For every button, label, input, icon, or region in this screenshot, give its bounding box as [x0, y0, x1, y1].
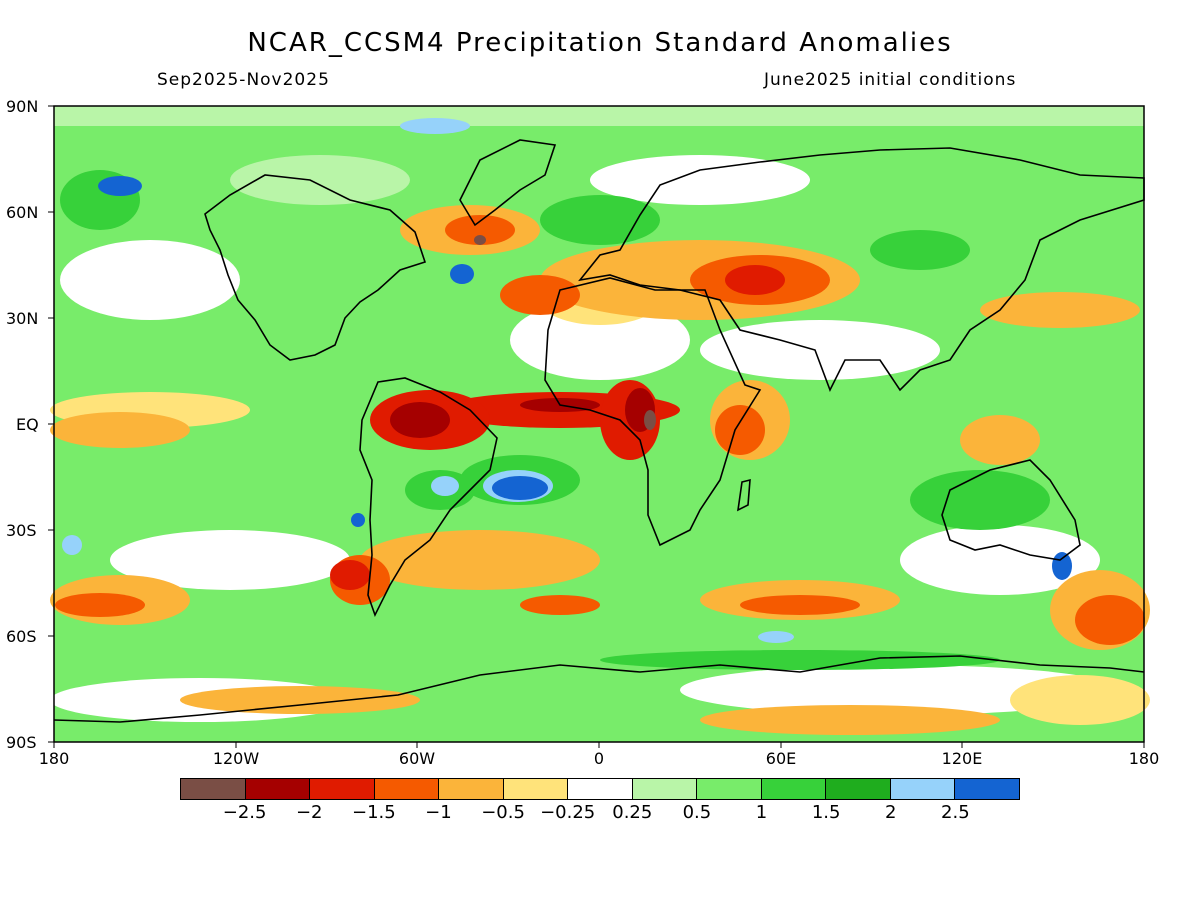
anomaly-fields: [50, 106, 1150, 735]
colorbar-label: 2.5: [941, 802, 970, 823]
lon-label-60e: 60E: [765, 749, 797, 768]
colorbar-label: −1.5: [351, 802, 396, 823]
lon-label-0: 0: [593, 749, 605, 768]
colorbar-swatch: [374, 779, 440, 799]
colorbar-label: −0.5: [481, 802, 525, 823]
lat-label-60s: 60S: [6, 627, 37, 646]
colorbar-swatch: [632, 779, 698, 799]
colorbar-swatch: [697, 779, 762, 799]
lat-label-60n: 60N: [6, 203, 39, 222]
lat-label-30s: 30S: [6, 521, 37, 540]
lon-label-180w: 180: [38, 749, 70, 768]
colorbar-label: −2: [295, 802, 323, 823]
colorbar-swatch: [310, 779, 375, 799]
lat-label-90s: 90S: [6, 733, 37, 752]
colorbar-swatch: [568, 779, 633, 799]
colorbar-label: 2: [885, 802, 897, 823]
colorbar-swatch: [826, 779, 891, 799]
lat-label-90n: 90N: [6, 97, 39, 116]
colorbar-swatch: [890, 779, 956, 799]
colorbar-swatch: [503, 779, 569, 799]
coastlines: [53, 139, 1145, 723]
lat-label-eq: EQ: [16, 415, 39, 434]
colorbar-swatch: [955, 779, 1019, 799]
colorbar-swatch: [181, 779, 246, 799]
tick-marks: [48, 105, 1145, 748]
lon-label-60w: 60W: [398, 749, 436, 768]
colorbar-label: −1: [425, 802, 452, 823]
colorbar-swatch: [245, 779, 311, 799]
colorbar: [180, 778, 1020, 800]
colorbar-label: −2.5: [222, 802, 267, 823]
colorbar-label: 1: [755, 802, 768, 823]
map-title: NCAR_CCSM4 Precipitation Standard Anomal…: [247, 28, 953, 58]
colorbar-label: 0.25: [612, 802, 653, 823]
colorbar-swatch: [761, 779, 827, 799]
colorbar-label: 0.5: [682, 802, 712, 823]
lon-label-120w: 120W: [212, 749, 260, 768]
lon-label-120e: 120E: [941, 749, 983, 768]
colorbar-label: −0.25: [540, 802, 596, 823]
colorbar-label: 1.5: [811, 802, 841, 823]
initial-conditions: June2025 initial conditions: [764, 70, 1017, 90]
colorbar-swatch: [439, 779, 504, 799]
forecast-period: Sep2025-Nov2025: [157, 70, 330, 90]
lon-label-180e: 180: [1128, 749, 1160, 768]
lat-label-30n: 30N: [6, 309, 39, 328]
